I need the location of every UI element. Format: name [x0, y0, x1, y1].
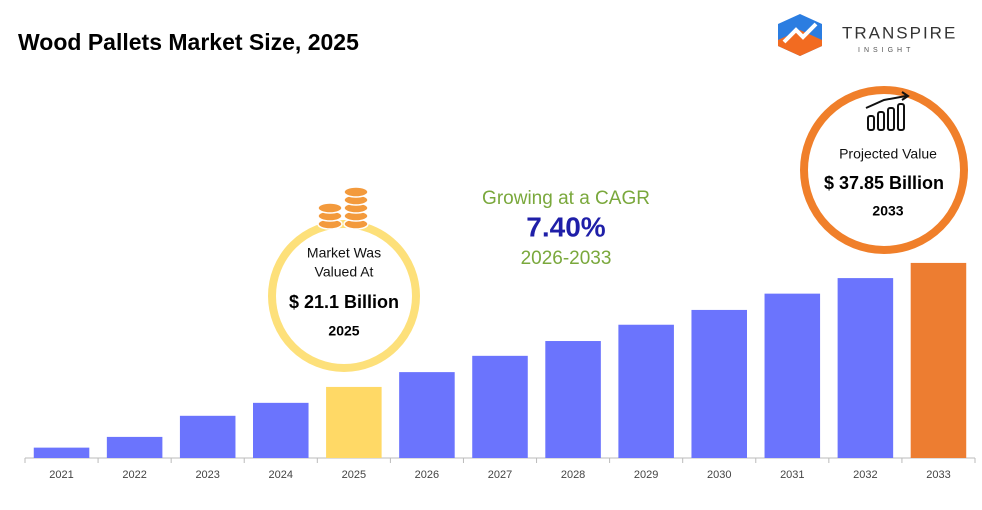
- callout-year: 2033: [872, 203, 903, 219]
- x-tick-label: 2033: [926, 469, 950, 481]
- x-tick-label: 2027: [488, 469, 512, 481]
- cagr-period: 2026-2033: [521, 248, 612, 269]
- chart-title: Wood Pallets Market Size, 2025: [18, 29, 359, 55]
- x-tick-label: 2023: [195, 469, 219, 481]
- callout-text: Valued At: [315, 264, 374, 280]
- bar: [472, 355, 528, 458]
- bar: [691, 309, 747, 458]
- x-tick-label: 2021: [49, 469, 73, 481]
- x-tick-label: 2022: [122, 469, 146, 481]
- x-tick-label: 2025: [342, 469, 366, 481]
- callout-text: Market Was: [307, 245, 381, 261]
- callout-text: Projected Value: [839, 146, 937, 162]
- bar: [106, 436, 163, 458]
- x-tick-label: 2031: [780, 469, 804, 481]
- logo: TRANSPIRE INSIGHT: [778, 14, 957, 56]
- brand-name: TRANSPIRE: [842, 23, 957, 42]
- x-tick-label: 2030: [707, 469, 731, 481]
- bar: [179, 415, 236, 458]
- x-tick-label: 2026: [415, 469, 439, 481]
- value-label: $ 37.85 Billion: [824, 173, 944, 193]
- callout-year: 2025: [328, 323, 359, 339]
- bar: [910, 262, 967, 458]
- x-tick-label: 2028: [561, 469, 585, 481]
- bars: 2021 2022 2023 2024 2025 2026 2027 2028 2029 2030…: [24, 262, 976, 481]
- bar: [399, 372, 455, 458]
- bar: [545, 341, 601, 458]
- x-tick-label: 2024: [269, 469, 293, 481]
- cagr-text: Growing at a CAGR: [482, 188, 650, 209]
- bar: [33, 447, 90, 458]
- callout-2025: Market Was Valued At $ 21.1 Billion 2025: [268, 186, 420, 372]
- bar: [618, 324, 674, 458]
- cagr-value: 7.40%: [526, 211, 605, 242]
- bar: [837, 278, 894, 458]
- x-tick-label: 2029: [634, 469, 658, 481]
- brand-tagline: INSIGHT: [858, 47, 914, 54]
- bar: [253, 402, 309, 458]
- callout-2033: Projected Value $ 37.85 Billion 2033: [800, 86, 968, 254]
- x-tick-label: 2032: [853, 469, 877, 481]
- value-label: $ 21.1 Billion: [289, 292, 399, 312]
- bar: [326, 386, 382, 458]
- bar: [764, 293, 821, 458]
